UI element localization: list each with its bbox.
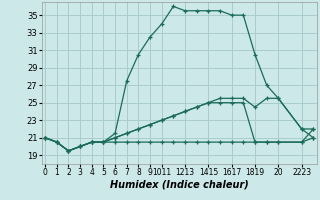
X-axis label: Humidex (Indice chaleur): Humidex (Indice chaleur) <box>110 180 249 190</box>
